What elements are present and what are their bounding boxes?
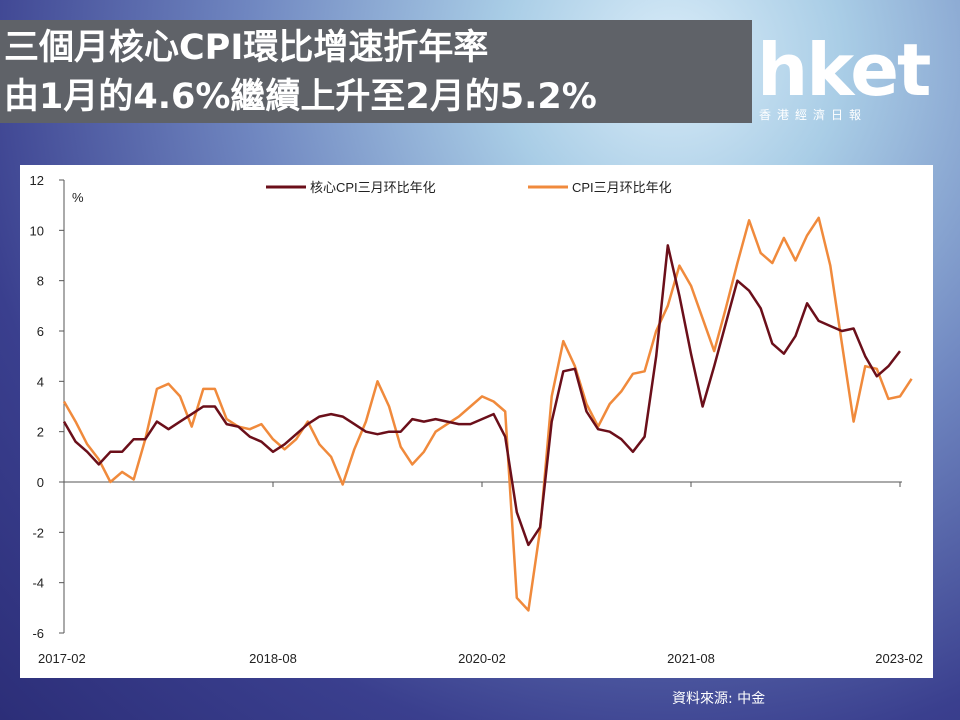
source-note: 資料來源: 中金: [672, 691, 766, 707]
hket-logo: hket 香港經濟日報: [757, 28, 931, 128]
x-tick-label: 2023-02: [875, 651, 923, 666]
x-tick-label: 2021-08: [667, 651, 715, 666]
series-line-cpi: [62, 216, 913, 612]
y-tick-label: 2: [37, 425, 44, 440]
title-line-2: 由1月的4.6%繼續上升至2月的5.2%: [4, 77, 597, 117]
y-tick-label: -2: [32, 525, 44, 540]
y-tick-label: 8: [37, 274, 44, 289]
x-tick-label: 2020-02: [458, 651, 506, 666]
logo-subtitle: 香港經濟日報: [759, 108, 868, 122]
title-line-1: 三個月核心CPI環比增速折年率: [4, 28, 489, 68]
chart-panel: -6 -4 -2 0 2 4 6 8 10 12% 2017-02 2018-08 2020-02 202…: [20, 165, 933, 678]
logo-word: hket: [757, 28, 931, 112]
y-tick-label: 12: [30, 173, 44, 188]
y-tick-label: -6: [32, 626, 44, 641]
y-tick-label: 10: [30, 223, 44, 238]
y-tick-label: 4: [37, 374, 44, 389]
y-axis-unit: %: [72, 190, 84, 205]
y-tick-label: -4: [32, 576, 44, 591]
series-line-core-cpi: [62, 244, 901, 547]
x-tick-label: 2017-02: [38, 651, 86, 666]
title-box: 三個月核心CPI環比增速折年率 由1月的4.6%繼續上升至2月的5.2%: [0, 20, 752, 123]
legend-label-1: CPI三月环比年化: [572, 180, 672, 195]
y-tick-label: 6: [37, 324, 44, 339]
legend-label-0: 核心CPI三月环比年化: [310, 180, 436, 195]
x-tick-label: 2018-08: [249, 651, 297, 666]
y-tick-label: 0: [37, 475, 44, 490]
line-chart: -6 -4 -2 0 2 4 6 8 10 12% 2017-02 2018-08 2020-02 202…: [30, 173, 923, 666]
